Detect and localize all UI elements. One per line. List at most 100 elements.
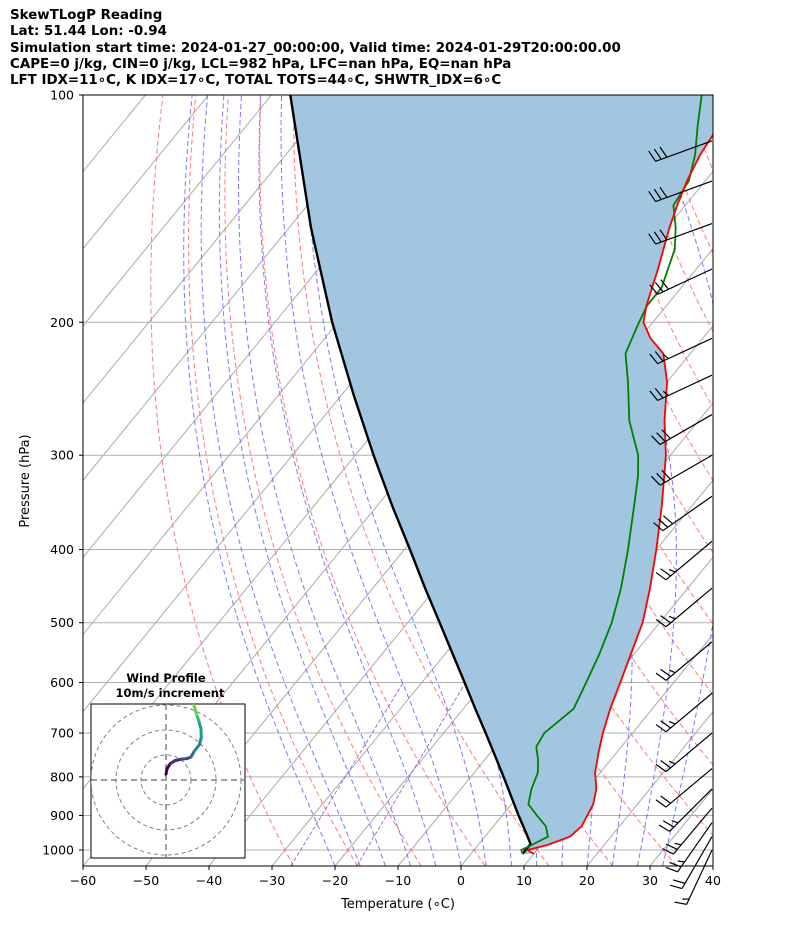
parcel-profile-line	[289, 95, 532, 855]
y-tick-label: 100	[50, 88, 74, 103]
wind-barb-flag	[660, 795, 671, 804]
wind-barb-flag	[653, 231, 662, 243]
dry-adiabat	[783, 95, 794, 866]
wind-barb-flag	[658, 824, 670, 832]
wind-barb	[649, 337, 713, 365]
wind-barb	[655, 768, 713, 808]
wind-barb-flag	[659, 186, 668, 198]
hodograph-subtitle: 10m/s increment	[116, 686, 225, 700]
wind-barb-flag	[655, 763, 667, 773]
wind-barb-flag	[654, 387, 664, 399]
wind-barb	[669, 836, 713, 890]
wind-barb-flag	[660, 668, 671, 678]
indices-line-2: LFT IDX=11∘C, K IDX=17∘C, TOTAL TOTS=44∘…	[10, 73, 502, 89]
y-tick-label: 700	[50, 726, 74, 741]
dry-adiabat	[188, 95, 358, 866]
wind-barb	[651, 454, 713, 486]
y-tick-label: 800	[50, 769, 74, 784]
wind-barb	[674, 849, 713, 905]
x-axis: −60 −50 −40 −30 −20 −10 0 10 20 30 40	[70, 866, 721, 888]
y-tick-label: 600	[50, 675, 74, 690]
wind-barb	[665, 822, 713, 873]
moist-adiabat	[304, 95, 487, 866]
wind-barb-flag	[668, 669, 676, 674]
wind-barb-flag	[648, 190, 657, 202]
isotherm-line	[0, 95, 82, 866]
wind-barb-flag	[653, 522, 664, 532]
wind-barb-flag	[662, 848, 674, 855]
wind-barb-flag	[660, 615, 671, 624]
wind-barb	[653, 495, 713, 532]
wind-barb	[651, 414, 713, 446]
wind-barb-flag	[662, 353, 669, 360]
wind-barb-flag	[668, 720, 676, 725]
wind-barb-flag	[654, 351, 664, 362]
wind-barb-flag	[674, 901, 687, 905]
wind-barb-shaft	[686, 849, 713, 905]
hodograph-title: Wind Profile	[126, 671, 206, 685]
wind-barb-flag	[655, 572, 667, 581]
y-axis-label: Pressure (hPa)	[18, 434, 33, 527]
dry-adiabat	[259, 95, 486, 866]
wind-barb-flag	[651, 435, 661, 445]
wind-barb-shaft	[657, 268, 713, 295]
dry-adiabat	[224, 95, 422, 866]
isotherm-line	[83, 95, 209, 250]
wind-barb-shaft	[665, 692, 713, 733]
x-tick-label: −30	[259, 873, 285, 888]
wind-barb-flag	[659, 146, 668, 158]
wind-barb-shaft	[662, 495, 713, 532]
mixing-ratio-lines	[290, 682, 467, 866]
wind-barb-flag	[656, 472, 666, 483]
isotherm-line	[586, 710, 713, 866]
moist-adiabat	[258, 95, 437, 866]
wind-barb-flag	[659, 229, 668, 241]
wind-barb-flag	[668, 615, 676, 620]
wind-barb-flag	[648, 233, 657, 245]
wind-barb	[649, 268, 713, 295]
wind-barb-flag	[654, 281, 664, 293]
moist-adiabat	[200, 95, 361, 866]
x-tick-label: −60	[70, 873, 96, 888]
indices-line-1: CAPE=0 j/kg, CIN=0 j/kg, LCL=982 hPa, LF…	[10, 56, 512, 72]
wind-barb-shaft	[665, 587, 713, 628]
wind-barb-shaft	[665, 540, 713, 581]
y-tick-label: 300	[50, 448, 74, 463]
x-tick-label: 20	[579, 873, 595, 888]
wind-barb-shaft	[665, 732, 713, 773]
wind-barb-flag	[651, 475, 661, 486]
x-tick-label: 40	[705, 873, 721, 888]
moist-adiabat	[218, 95, 386, 866]
dry-adiabat	[750, 95, 794, 866]
wind-barb-shaft	[669, 788, 713, 832]
moist-adiabat	[183, 95, 336, 866]
wind-barb-shaft	[665, 768, 713, 808]
wind-barb-flag	[662, 820, 675, 828]
cin-shading	[290, 95, 713, 854]
isotherm-line	[83, 95, 335, 404]
wind-barb-shaft	[657, 374, 713, 402]
wind-barb-flag	[660, 760, 671, 769]
wind-barb-flag	[662, 515, 674, 525]
wind-barb-flag	[662, 390, 669, 396]
wind-barb-flag	[660, 568, 671, 577]
wind-barb-flag	[660, 279, 669, 290]
dry-adiabat	[293, 95, 550, 866]
wind-barb-flag	[649, 353, 659, 365]
wind-barb-shaft	[665, 641, 713, 681]
wind-barb-flag	[653, 148, 662, 160]
y-tick-label: 500	[50, 615, 74, 630]
hodograph-inset: Wind Profile 10m/s increment	[90, 671, 246, 859]
x-tick-label: −50	[133, 873, 159, 888]
wind-barb-shaft	[659, 454, 713, 486]
wind-barb-flag	[661, 469, 671, 480]
location-line: Lat: 51.44 Lon: -0.94	[10, 24, 167, 40]
isotherm-line	[83, 95, 272, 327]
wind-barb-flag	[656, 432, 666, 442]
wind-barb	[662, 807, 713, 855]
wind-barb-flag	[661, 429, 671, 439]
wind-barb-flag	[665, 866, 678, 873]
isotherm-line	[523, 633, 713, 866]
wind-barb	[655, 641, 713, 681]
